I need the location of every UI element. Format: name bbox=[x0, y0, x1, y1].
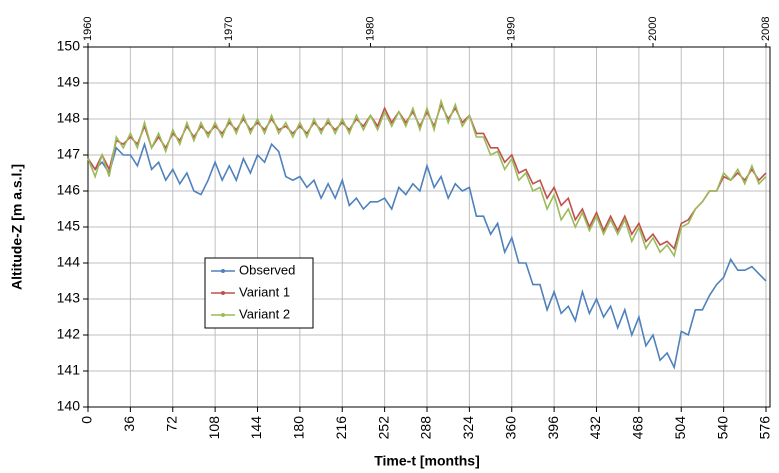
x-tick-label: 108 bbox=[206, 416, 222, 440]
y-tick-label: 147 bbox=[57, 146, 81, 162]
x2-tick-label: 1960 bbox=[82, 17, 94, 41]
y-tick-label: 144 bbox=[57, 254, 81, 270]
x-tick-label: 252 bbox=[375, 416, 391, 440]
y-axis-title: Altitude-Z [m a.s.l.] bbox=[9, 164, 25, 290]
legend-label: Variant 2 bbox=[239, 306, 290, 321]
x-tick-label: 504 bbox=[672, 416, 688, 440]
x2-tick-label: 1990 bbox=[506, 17, 518, 41]
y-tick-label: 140 bbox=[57, 398, 81, 414]
y-tick-label: 143 bbox=[57, 290, 81, 306]
y-tick-label: 146 bbox=[57, 182, 81, 198]
x-tick-label: 360 bbox=[502, 416, 518, 440]
series-line bbox=[87, 98, 767, 258]
x-tick-label: 0 bbox=[79, 416, 95, 424]
y-tick-label: 141 bbox=[57, 362, 81, 378]
y-tick-label: 145 bbox=[57, 218, 81, 234]
x-tick-label: 36 bbox=[121, 416, 137, 432]
legend-marker bbox=[221, 313, 225, 317]
x-tick-label: 576 bbox=[757, 416, 773, 440]
series-line bbox=[87, 102, 767, 251]
x-tick-label: 324 bbox=[460, 416, 476, 440]
legend-label: Variant 1 bbox=[239, 284, 290, 299]
x2-tick-label: 1970 bbox=[223, 17, 235, 41]
legend-marker bbox=[221, 269, 225, 273]
x-tick-label: 468 bbox=[630, 416, 646, 440]
x-tick-label: 180 bbox=[291, 416, 307, 440]
y-tick-label: 148 bbox=[57, 110, 81, 126]
x-tick-label: 432 bbox=[587, 416, 603, 440]
y-tick-label: 142 bbox=[57, 326, 81, 342]
x-axis-title: Time-t [months] bbox=[374, 453, 480, 469]
plot-frame bbox=[87, 46, 771, 408]
x-tick-label: 72 bbox=[163, 416, 179, 432]
x-tick-label: 540 bbox=[714, 416, 730, 440]
x2-tick-label: 2000 bbox=[647, 17, 659, 41]
x-tick-label: 288 bbox=[418, 416, 434, 440]
y-tick-label: 149 bbox=[57, 74, 81, 90]
x-tick-label: 216 bbox=[333, 416, 349, 440]
y-tick-label: 150 bbox=[57, 38, 81, 54]
legend-marker bbox=[221, 291, 225, 295]
x2-tick-label: 2008 bbox=[760, 17, 772, 41]
series-line bbox=[87, 141, 767, 370]
legend-label: Observed bbox=[239, 262, 295, 277]
x-tick-label: 144 bbox=[248, 416, 264, 440]
x-tick-label: 396 bbox=[545, 416, 561, 440]
x2-tick-label: 1980 bbox=[364, 17, 376, 41]
